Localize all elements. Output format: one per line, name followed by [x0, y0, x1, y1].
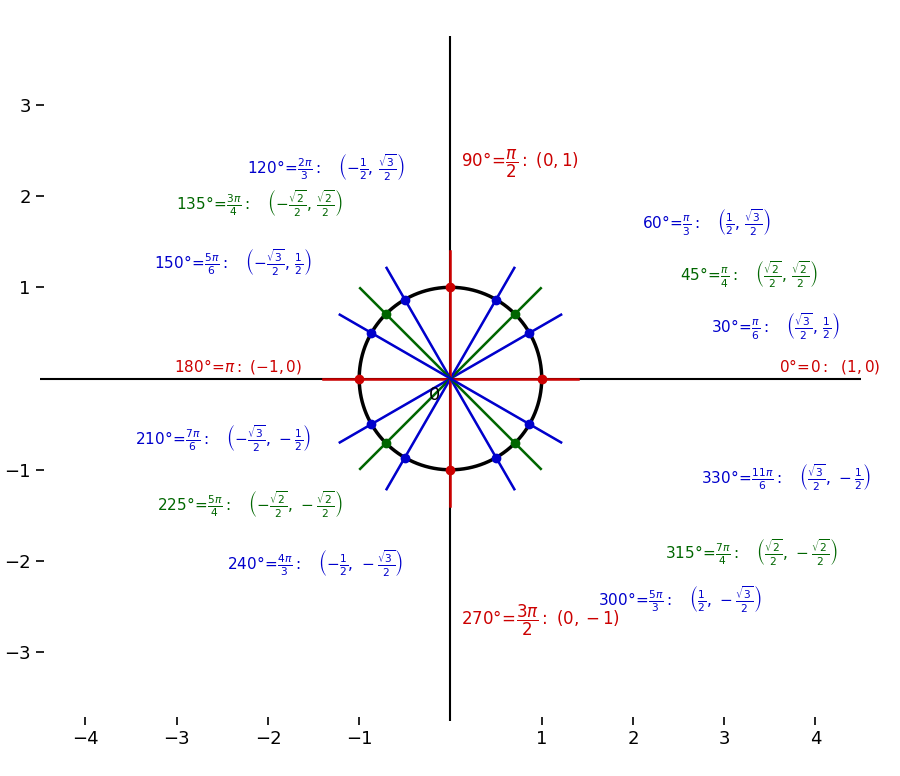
Text: $240°\!=\!\frac{4\pi}{3}{:}\quad \left(-\frac{1}{2},\,-\frac{\sqrt{3}}{2}\right): $240°\!=\!\frac{4\pi}{3}{:}\quad \left(-…	[227, 548, 403, 578]
Text: $225°\!=\!\frac{5\pi}{4}{:}\quad \left(-\frac{\sqrt{2}}{2},\,-\frac{\sqrt{2}}{2}: $225°\!=\!\frac{5\pi}{4}{:}\quad \left(-…	[158, 490, 343, 519]
Text: $120°\!=\!\frac{2\pi}{3}{:}\quad \left(-\frac{1}{2},\,\frac{\sqrt{3}}{2}\right)$: $120°\!=\!\frac{2\pi}{3}{:}\quad \left(-…	[248, 152, 405, 182]
Text: $30°\!=\!\frac{\pi}{6}{:}\quad \left(\frac{\sqrt{3}}{2},\,\frac{1}{2}\right)$: $30°\!=\!\frac{\pi}{6}{:}\quad \left(\fr…	[710, 310, 840, 341]
Text: $90°\!=\!\dfrac{\pi}{2}{:}\ (0,1)$: $90°\!=\!\dfrac{\pi}{2}{:}\ (0,1)$	[462, 148, 580, 180]
Text: $300°\!=\!\frac{5\pi}{3}{:}\quad \left(\frac{1}{2},\,-\frac{\sqrt{3}}{2}\right)$: $300°\!=\!\frac{5\pi}{3}{:}\quad \left(\…	[598, 584, 762, 615]
Text: $0$: $0$	[428, 386, 440, 404]
Text: $0°\!=\!0{:}\ \ (1,0)$: $0°\!=\!0{:}\ \ (1,0)$	[779, 357, 880, 376]
Text: $60°\!=\!\frac{\pi}{3}{:}\quad \left(\frac{1}{2},\,\frac{\sqrt{3}}{2}\right)$: $60°\!=\!\frac{\pi}{3}{:}\quad \left(\fr…	[642, 206, 770, 237]
Text: $135°\!=\!\frac{3\pi}{4}{:}\quad \left(-\frac{\sqrt{2}}{2},\,\frac{\sqrt{2}}{2}\: $135°\!=\!\frac{3\pi}{4}{:}\quad \left(-…	[176, 189, 343, 218]
Text: $150°\!=\!\frac{5\pi}{6}{:}\quad \left(-\frac{\sqrt{3}}{2},\,\frac{1}{2}\right)$: $150°\!=\!\frac{5\pi}{6}{:}\quad \left(-…	[154, 247, 311, 277]
Text: $330°\!=\!\frac{11\pi}{6}{:}\quad \left(\frac{\sqrt{3}}{2},\,-\frac{1}{2}\right): $330°\!=\!\frac{11\pi}{6}{:}\quad \left(…	[701, 462, 872, 492]
Text: $180°\!=\!\pi{:}\ (-1,0)$: $180°\!=\!\pi{:}\ (-1,0)$	[175, 357, 302, 376]
Text: $210°\!=\!\frac{7\pi}{6}{:}\quad \left(-\frac{\sqrt{3}}{2},\,-\frac{1}{2}\right): $210°\!=\!\frac{7\pi}{6}{:}\quad \left(-…	[135, 423, 311, 453]
Text: $270°\!=\!\dfrac{3\pi}{2}{:}\ (0,-1)$: $270°\!=\!\dfrac{3\pi}{2}{:}\ (0,-1)$	[462, 603, 620, 638]
Text: $315°\!=\!\frac{7\pi}{4}{:}\quad \left(\frac{\sqrt{2}}{2},\,-\frac{\sqrt{2}}{2}\: $315°\!=\!\frac{7\pi}{4}{:}\quad \left(\…	[665, 537, 838, 567]
Text: $45°\!=\!\frac{\pi}{4}{:}\quad \left(\frac{\sqrt{2}}{2},\,\frac{\sqrt{2}}{2}\rig: $45°\!=\!\frac{\pi}{4}{:}\quad \left(\fr…	[680, 258, 818, 289]
